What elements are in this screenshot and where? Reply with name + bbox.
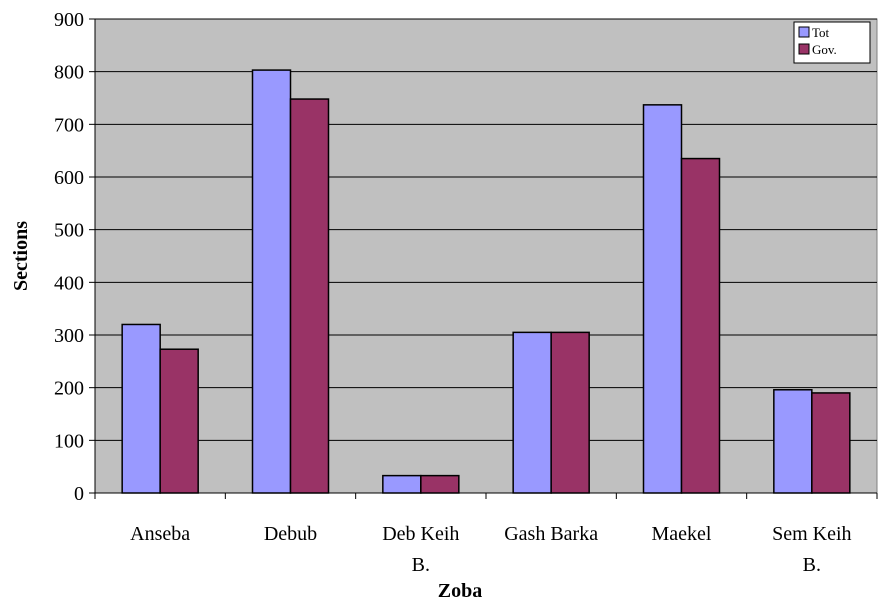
y-axis-title: Sections (10, 221, 32, 291)
y-tick-label-0: 0 (74, 483, 84, 505)
bar-gov-5 (811, 392, 851, 494)
x-category-label-5-line-1: B. (803, 554, 821, 576)
plot-area (94, 18, 878, 494)
gridlines (95, 18, 877, 441)
bar-tot-2 (382, 474, 422, 494)
legend-label-tot: Tot (812, 25, 830, 40)
x-category-label-4: Maekel (652, 523, 712, 545)
x-category-label-5-line-0: Sem Keih (772, 523, 851, 545)
legend: Tot Gov. (793, 21, 871, 64)
y-tick-label-200: 200 (54, 378, 84, 400)
bar-gov-3 (550, 331, 590, 494)
bar-gov-1 (289, 98, 330, 494)
bar-tot-3 (512, 331, 552, 494)
x-category-label-2-line-0: Deb Keih (382, 523, 459, 545)
y-tick-label-300: 300 (54, 325, 84, 347)
x-category-label-3: Gash Barka (504, 523, 598, 545)
y-tick-label-500: 500 (54, 220, 84, 242)
legend-swatch-gov (798, 43, 810, 55)
x-category-label-1: Debub (264, 523, 317, 545)
x-category-label-2-line-1: B. (412, 554, 430, 576)
bar-gov-0 (159, 348, 199, 494)
bar-tot-0 (121, 323, 161, 494)
legend-label-gov: Gov. (812, 42, 837, 57)
bar-tot-1 (251, 69, 292, 494)
x-axis-title: Zoba (438, 580, 482, 602)
legend-swatch-tot (798, 26, 810, 38)
bars (121, 69, 851, 494)
y-tick-label-600: 600 (54, 167, 84, 189)
x-category-label-0: Anseba (130, 523, 190, 545)
y-axis-ticks: 0 100 200 300 400 500 600 700 800 900 (54, 9, 95, 505)
y-tick-label-700: 700 (54, 114, 84, 136)
y-tick-label-800: 800 (54, 62, 84, 84)
x-axis-ticks: Anseba Debub Deb Keih B. Gash Barka Maekel Sem… (94, 493, 878, 576)
bar-tot-5 (773, 389, 813, 494)
bar-tot-4 (642, 104, 683, 494)
y-tick-label-100: 100 (54, 430, 84, 452)
y-tick-label-900: 900 (54, 9, 84, 31)
bar-gov-2 (420, 474, 460, 494)
bar-gov-4 (680, 157, 721, 494)
y-tick-label-400: 400 (54, 272, 84, 294)
